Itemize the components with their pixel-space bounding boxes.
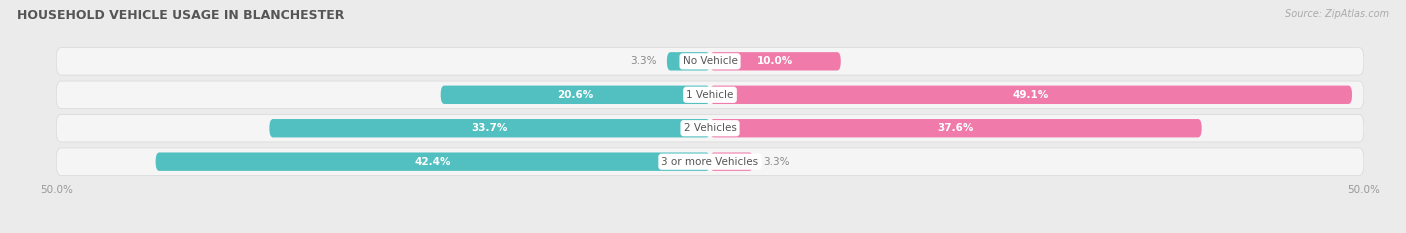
Text: 42.4%: 42.4% (415, 157, 451, 167)
Text: 3.3%: 3.3% (763, 157, 790, 167)
Text: 33.7%: 33.7% (471, 123, 508, 133)
Text: 3.3%: 3.3% (630, 56, 657, 66)
Text: 1 Vehicle: 1 Vehicle (686, 90, 734, 100)
FancyBboxPatch shape (56, 81, 1364, 109)
FancyBboxPatch shape (710, 152, 754, 171)
FancyBboxPatch shape (710, 52, 841, 71)
FancyBboxPatch shape (56, 148, 1364, 175)
FancyBboxPatch shape (440, 86, 710, 104)
Text: 2 Vehicles: 2 Vehicles (683, 123, 737, 133)
FancyBboxPatch shape (56, 48, 1364, 75)
FancyBboxPatch shape (666, 52, 710, 71)
Text: No Vehicle: No Vehicle (682, 56, 738, 66)
FancyBboxPatch shape (270, 119, 710, 137)
Text: Source: ZipAtlas.com: Source: ZipAtlas.com (1285, 9, 1389, 19)
Text: HOUSEHOLD VEHICLE USAGE IN BLANCHESTER: HOUSEHOLD VEHICLE USAGE IN BLANCHESTER (17, 9, 344, 22)
Text: 3 or more Vehicles: 3 or more Vehicles (661, 157, 759, 167)
Text: 10.0%: 10.0% (758, 56, 793, 66)
FancyBboxPatch shape (156, 152, 710, 171)
Text: 37.6%: 37.6% (938, 123, 974, 133)
Legend: Owner-occupied, Renter-occupied: Owner-occupied, Renter-occupied (598, 231, 823, 233)
FancyBboxPatch shape (56, 114, 1364, 142)
FancyBboxPatch shape (710, 86, 1353, 104)
Text: 49.1%: 49.1% (1012, 90, 1049, 100)
FancyBboxPatch shape (710, 119, 1202, 137)
Text: 20.6%: 20.6% (557, 90, 593, 100)
